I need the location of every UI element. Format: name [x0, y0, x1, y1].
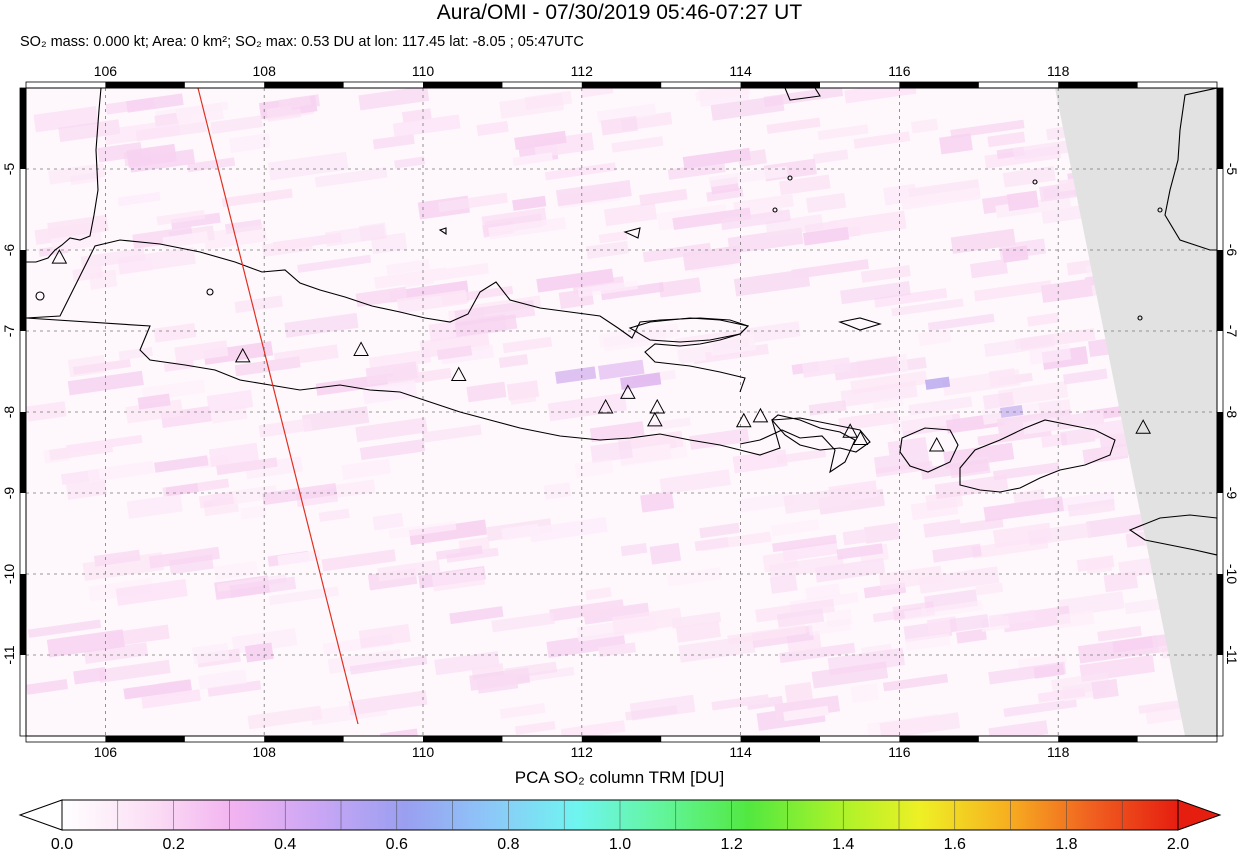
volcano-marker [647, 411, 663, 427]
volcano-marker [735, 412, 752, 428]
volcano-marker [649, 398, 666, 414]
madura-coast [628, 317, 750, 343]
lon-tick-label-bottom: 112 [571, 744, 594, 760]
colorbar-tick-label: 0.4 [274, 836, 297, 853]
sumatra-coast [26, 88, 102, 263]
lon-tick-label-top: 112 [571, 63, 594, 79]
so2-max-text: SO₂ max: 0.53 DU at lon: 117.45 lat: -8.… [235, 34, 584, 50]
lat-tick-label-right: -11 [1224, 645, 1239, 664]
colorbar-tick-label: 1.0 [608, 836, 632, 853]
orbit-swath-edge [197, 87, 359, 725]
bali-coast [770, 417, 871, 453]
colorbar-tick-label: 1.6 [943, 836, 966, 853]
lat-tick-label-left: -11 [1, 645, 17, 664]
volcano-marker [928, 436, 945, 452]
lon-tick-label-top: 106 [94, 63, 118, 79]
so2-mass-area-text: SO₂ mass: 0.000 kt; Area: 0 km²; [20, 34, 232, 50]
volcano-marker [752, 407, 769, 423]
volcano-marker [1135, 419, 1151, 434]
volcano-marker [51, 249, 68, 264]
lon-tick-label-top: 110 [412, 63, 435, 79]
lon-tick-label-bottom: 118 [1047, 744, 1070, 760]
colorbar-tick-label: 1.4 [832, 836, 855, 853]
kangean-island [838, 317, 882, 331]
lon-tick-label-bottom: 110 [412, 744, 435, 760]
lat-tick-label-left: -5 [1, 163, 17, 176]
volcano-markers [51, 249, 1151, 452]
volcano-marker [852, 430, 869, 446]
volcano-marker [620, 384, 636, 399]
sumba-coast [1128, 514, 1217, 556]
lon-tick-label-bottom: 114 [729, 744, 752, 760]
java-south-coast [26, 317, 856, 474]
colorbar-tick-label: 0.6 [385, 836, 408, 853]
bawean-island [438, 227, 447, 236]
lon-tick-label-top: 114 [729, 63, 752, 79]
volcano-marker [234, 347, 251, 363]
lat-tick-label-left: -6 [1, 244, 17, 257]
lon-tick-label-bottom: 116 [888, 744, 911, 760]
lon-tick-label-bottom: 106 [94, 744, 118, 760]
volcano-marker [353, 341, 369, 356]
colorbar-tick-label: 0.2 [162, 836, 185, 853]
lat-tick-label-left: -10 [1, 564, 17, 584]
lat-tick-label-right: -9 [1224, 487, 1239, 500]
colorbar-title: PCA SO₂ column TRM [DU] [514, 768, 725, 787]
colorbar-max-arrow [1177, 799, 1222, 831]
axis-labels: 106 106 108 108 110 110 112 112 114 114 116 116 118 1… [1, 63, 1239, 760]
lat-tick-label-right: -10 [1224, 564, 1239, 584]
colorbar-tick-label: 1.2 [720, 836, 743, 853]
lat-tick-label-right: -7 [1224, 325, 1239, 338]
karimunjawa-island [623, 227, 641, 239]
lat-tick-label-right: -5 [1224, 163, 1239, 176]
colorbar-tick-label: 0.0 [50, 836, 74, 853]
coastlines [26, 88, 1217, 556]
sulawesi-coast [1164, 88, 1217, 251]
lat-tick-label-right: -8 [1224, 406, 1239, 419]
volcano-marker [450, 366, 467, 382]
lat-tick-label-right: -6 [1224, 244, 1239, 257]
colorbar-gradient [61, 799, 1179, 831]
lombok-coast [899, 427, 959, 473]
colorbar-tick-label: 1.8 [1055, 836, 1078, 853]
lon-tick-label-top: 116 [888, 63, 911, 79]
lon-tick-label-top: 108 [253, 63, 277, 79]
lat-tick-label-left: -9 [1, 487, 17, 500]
lat-tick-label-left: -7 [1, 325, 17, 338]
subtitle: SO₂ mass: 0.000 kt; Area: 0 km²; SO₂ max… [20, 34, 584, 50]
map-title: Aura/OMI - 07/30/2019 05:46-07:27 UT [436, 1, 803, 24]
north-islet [784, 88, 821, 101]
lon-tick-label-top: 118 [1047, 63, 1070, 79]
colorbar-tick-label: 2.0 [1166, 836, 1190, 853]
sumbawa-coast [959, 419, 1116, 493]
colorbar-min-arrow [18, 799, 63, 831]
lon-tick-label-bottom: 108 [253, 744, 277, 760]
graticule [26, 88, 1217, 736]
volcano-marker [842, 423, 859, 438]
java-north-coast [26, 239, 750, 393]
colorbar-tick-label: 0.8 [497, 836, 520, 853]
lat-tick-label-left: -8 [1, 406, 17, 419]
map-frame [19, 81, 1224, 743]
volcano-marker [597, 398, 614, 414]
so2-map: 106 106 108 108 110 110 112 112 114 114 116 116 118 1… [1, 63, 1239, 760]
